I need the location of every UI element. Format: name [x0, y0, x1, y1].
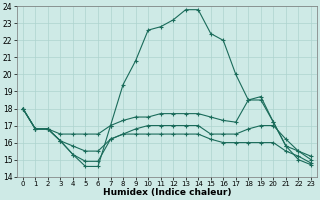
X-axis label: Humidex (Indice chaleur): Humidex (Indice chaleur)	[103, 188, 231, 197]
